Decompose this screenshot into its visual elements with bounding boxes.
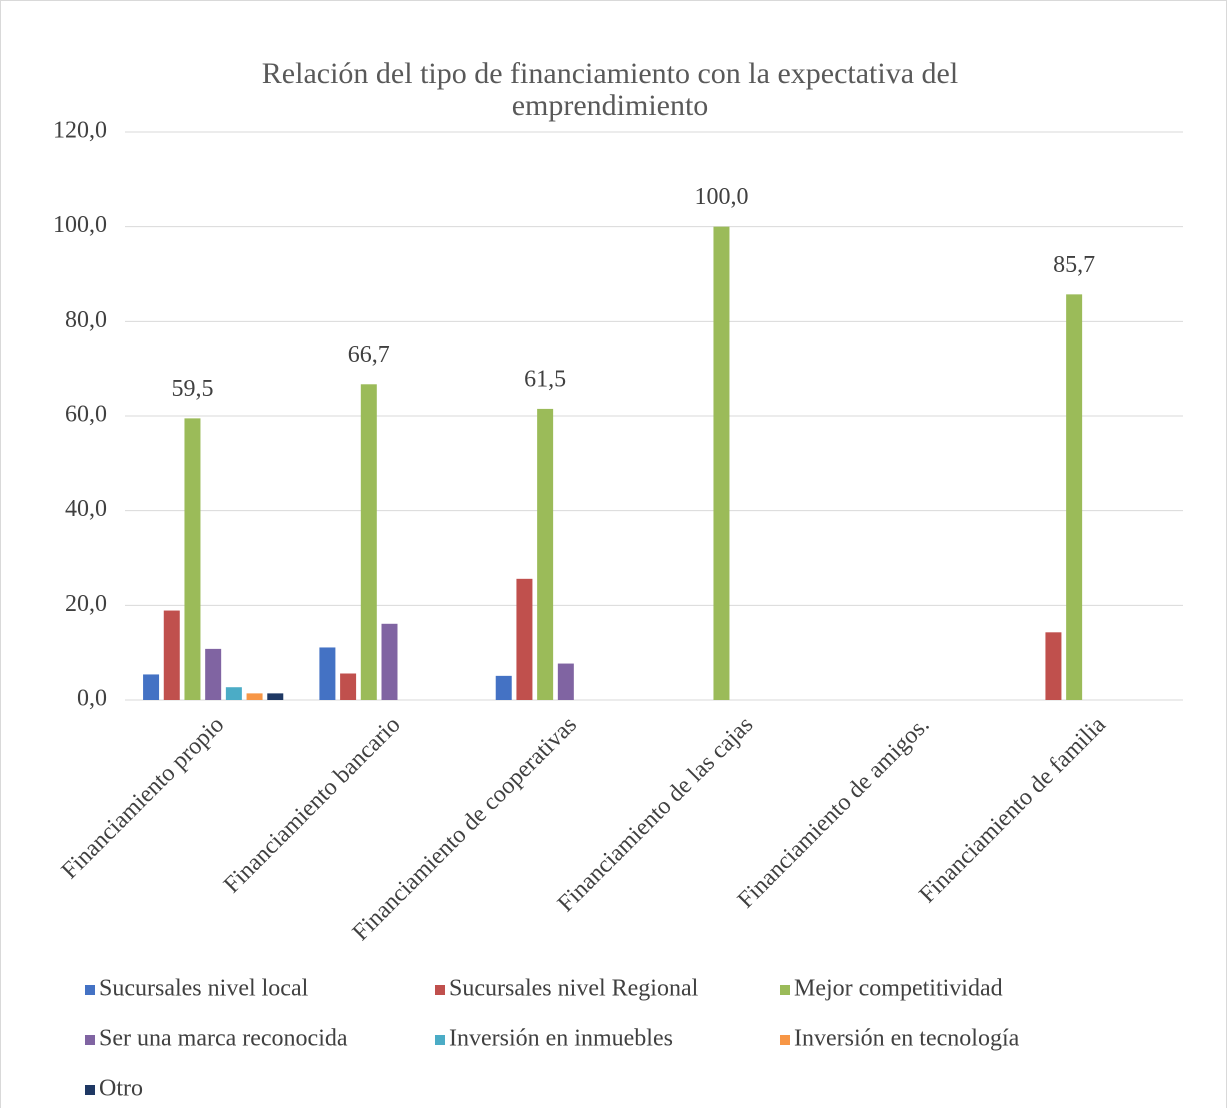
legend-swatch: [435, 985, 445, 995]
data-label: 85,7: [1053, 252, 1095, 278]
legend-label: Otro: [99, 1076, 143, 1102]
x-tick-label: Financiamiento de amigos.: [733, 712, 935, 914]
bar: [340, 673, 357, 700]
legend-label: Inversión en inmuebles: [449, 1026, 673, 1052]
bar: [537, 408, 554, 700]
legend-label: Sucursales nivel Regional: [449, 976, 699, 1002]
data-label: 66,7: [348, 342, 390, 368]
bar: [143, 674, 160, 700]
legend-swatch: [85, 985, 95, 995]
data-label: 61,5: [524, 366, 566, 392]
bar: [184, 418, 201, 700]
legend-label: Ser una marca reconocida: [99, 1026, 348, 1052]
bar: [267, 693, 284, 700]
bar: [516, 578, 533, 700]
data-label: 59,5: [171, 376, 213, 402]
bar: [319, 647, 336, 700]
y-tick-label: 0,0: [77, 686, 107, 712]
bar: [557, 663, 574, 700]
legend-swatch: [780, 1035, 790, 1045]
bar: [205, 648, 222, 700]
data-label: 100,0: [694, 184, 748, 210]
y-tick-label: 120,0: [53, 118, 107, 144]
y-tick-label: 80,0: [65, 307, 107, 333]
y-tick-label: 60,0: [65, 402, 107, 428]
chart-title: Relación del tipo de financiamiento con …: [261, 57, 959, 122]
y-tick-label: 100,0: [53, 212, 107, 238]
bar: [381, 623, 398, 700]
x-tick-label: Financiamiento de familia: [914, 712, 1111, 909]
bar: [1045, 632, 1062, 700]
x-tick-label: Financiamiento propio: [57, 712, 230, 885]
y-tick-label: 40,0: [65, 496, 107, 522]
legend-swatch: [85, 1085, 95, 1095]
legend-label: Inversión en tecnología: [794, 1026, 1020, 1052]
bar: [713, 226, 730, 700]
y-tick-label: 20,0: [65, 591, 107, 617]
bar: [246, 693, 263, 700]
legend-label: Mejor competitividad: [794, 976, 1003, 1002]
bar: [360, 384, 377, 700]
bar: [163, 610, 180, 700]
legend-swatch: [780, 985, 790, 995]
legend-swatch: [85, 1035, 95, 1045]
bar: [1066, 294, 1083, 700]
legend-swatch: [435, 1035, 445, 1045]
x-tick-label: Financiamiento de las cajas: [553, 712, 758, 917]
x-tick-label: Financiamiento bancario: [219, 712, 406, 899]
bar: [225, 687, 242, 700]
bar: [495, 675, 512, 700]
legend-label: Sucursales nivel local: [99, 976, 309, 1002]
